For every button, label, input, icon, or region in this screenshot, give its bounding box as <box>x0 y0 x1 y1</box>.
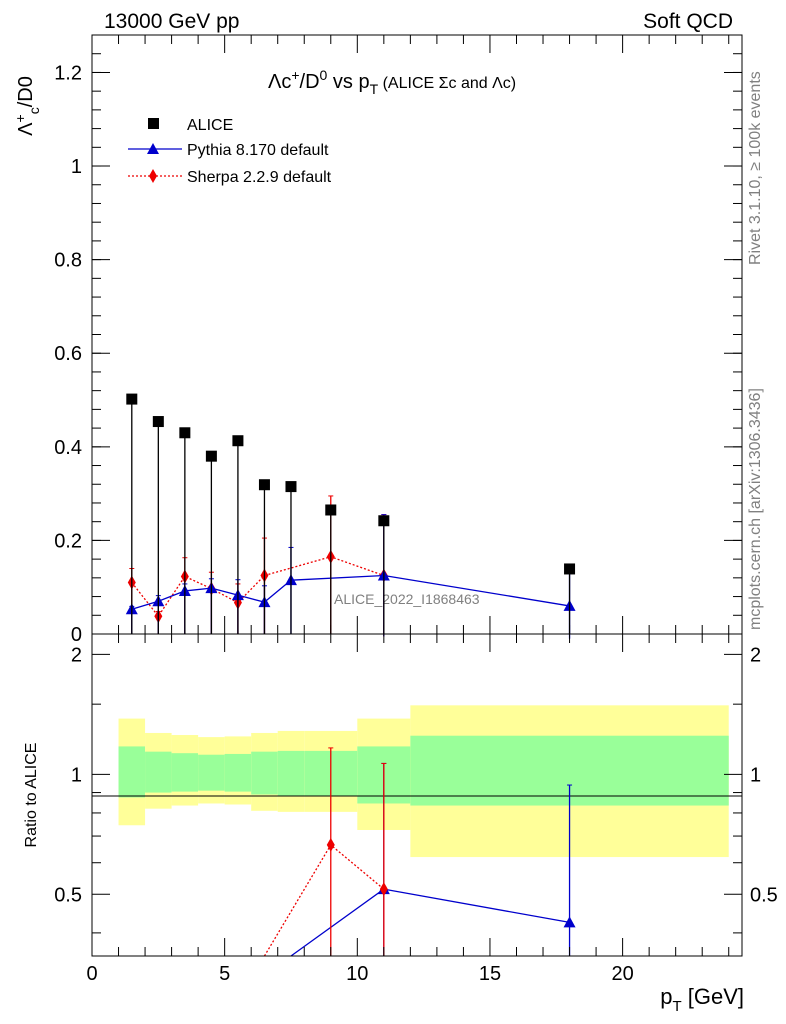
ratio-y-tick-label-right: 2 <box>750 644 761 666</box>
ratio-x-tick-label: 10 <box>346 963 368 985</box>
ratio-x-axis-label: pT [GeV] <box>660 984 744 1015</box>
legend-sherpa-marker <box>149 169 157 183</box>
ratio-y-axis: 0.5 0.5 1 1 2 2 <box>54 644 778 934</box>
ratio-inner-band <box>171 753 199 792</box>
ratio-x-tick-label: 0 <box>86 963 97 985</box>
main-y-tick-label: 0 <box>71 624 82 646</box>
main-y-axis: 0 0.2 0.4 0.6 0.8 1 1.2 <box>54 34 742 646</box>
main-y-tick-label: 0.2 <box>54 530 82 552</box>
main-x-axis-ticks <box>91 35 730 634</box>
alice-main-point <box>126 393 138 405</box>
ratio-panel: 0.5 0.5 1 1 2 2 0 5 10 15 20 Ratio to ALICE pT [G… <box>23 633 778 1015</box>
pythia-ratio-point <box>563 916 576 928</box>
main-y-tick-label: 1 <box>71 156 82 178</box>
alice-main-point <box>232 435 244 447</box>
ratio-inner-band <box>198 754 225 791</box>
rivet-version-label: Rivet 3.1.10, ≥ 100k events <box>747 71 764 265</box>
alice-main-point <box>258 479 270 491</box>
alice-main-point <box>205 450 217 462</box>
legend-entry-alice: ALICE <box>148 117 233 134</box>
header-energy-label: 13000 GeV pp <box>104 10 239 33</box>
legend-sherpa-label: Sherpa 2.2.9 default <box>187 169 332 186</box>
ratio-y-tick-label-right: 0.5 <box>750 884 778 906</box>
ratio-y-tick-label: 0.5 <box>54 884 82 906</box>
legend-entry-sherpa: Sherpa 2.2.9 default <box>128 169 332 186</box>
ratio-data-layer <box>263 747 576 957</box>
legend-pythia-label: Pythia 8.170 default <box>187 142 329 159</box>
sherpa-ratio-point <box>326 837 335 852</box>
ratio-inner-band <box>118 746 146 798</box>
ratio-inner-band <box>251 751 278 795</box>
ratio-y-tick-label-right: 1 <box>750 764 761 786</box>
header-category-label: Soft QCD <box>643 10 733 33</box>
ratio-x-axis: 0 5 10 15 20 <box>86 634 730 985</box>
main-y-tick-label: 0.6 <box>54 343 82 365</box>
pythia-ratio-line <box>290 888 570 957</box>
sherpa-main-line <box>131 556 385 618</box>
main-data-layer <box>125 393 576 639</box>
main-y-tick-label: 1.2 <box>54 62 82 84</box>
ratio-inner-band <box>145 751 172 793</box>
alice-main-point <box>179 427 191 439</box>
ratio-uncertainty-bands <box>118 705 729 858</box>
legend-entry-pythia: Pythia 8.170 default <box>128 142 329 159</box>
alice-main-point <box>325 504 337 516</box>
alice-main-point <box>285 481 297 493</box>
legend: ALICE Pythia 8.170 default Sherpa 2.2.9 … <box>128 117 332 186</box>
alice-main-point <box>564 563 576 575</box>
ratio-inner-band <box>224 753 252 792</box>
analysis-watermark: ALICE_2022_I1868463 <box>334 591 480 607</box>
ratio-y-tick-label: 1 <box>71 764 82 786</box>
alice-main-point <box>378 515 390 527</box>
legend-pythia-marker <box>147 143 159 154</box>
alice-main-point <box>152 416 164 428</box>
ratio-y-tick-label: 2 <box>71 644 82 666</box>
main-panel: 0 0.2 0.4 0.6 0.8 1 1.2 Λ+c/D0 Λc+/D0 vs pT (A… <box>12 34 743 646</box>
ratio-inner-band <box>277 750 305 796</box>
main-y-tick-label: 0.4 <box>54 437 82 459</box>
sherpa-ratio-line <box>263 843 385 957</box>
legend-alice-marker <box>148 118 159 129</box>
mcplots-credit-label: mcplots.cern.ch [arXiv:1306.3436] <box>747 388 764 630</box>
ratio-x-tick-label: 20 <box>611 963 633 985</box>
ratio-y-axis-label: Ratio to ALICE <box>23 743 40 848</box>
ratio-x-tick-label: 15 <box>479 963 501 985</box>
ratio-x-tick-label: 5 <box>219 963 230 985</box>
main-title: Λc+/D0 vs pT (ALICE Σc and Λc) <box>268 67 516 97</box>
main-y-axis-label: Λ+c/D0 <box>12 76 42 136</box>
sherpa-ratio-point <box>379 882 388 897</box>
main-y-tick-label: 0.8 <box>54 250 82 272</box>
ratio-panel-frame <box>91 633 743 957</box>
legend-alice-label: ALICE <box>187 117 233 134</box>
